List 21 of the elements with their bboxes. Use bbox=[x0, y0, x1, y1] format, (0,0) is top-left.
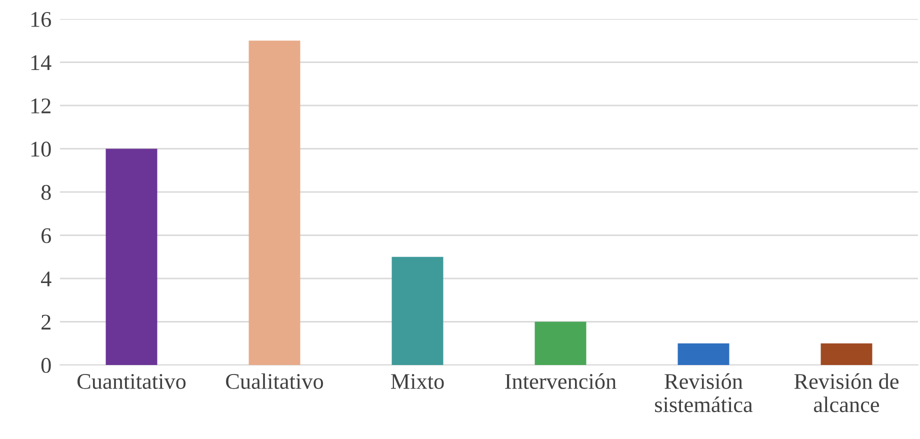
x-tick-label: Revisión sistemática bbox=[655, 373, 753, 412]
y-tick-label: 6 bbox=[42, 228, 52, 244]
x-tick-label: Cuantitativo bbox=[77, 374, 186, 389]
y-tick-label: 12 bbox=[31, 98, 50, 114]
y-tick-label: 0 bbox=[41, 358, 51, 373]
x-tick-label: Intervención bbox=[505, 373, 616, 389]
bar bbox=[392, 256, 444, 365]
bar bbox=[678, 343, 730, 365]
bar bbox=[248, 40, 300, 365]
bar bbox=[106, 148, 158, 365]
x-tick-label: Revisión de alcance bbox=[794, 373, 898, 412]
y-tick-label: 4 bbox=[40, 272, 52, 286]
y-tick-label: 10 bbox=[31, 142, 51, 157]
x-tick-label: Cualitativo bbox=[226, 373, 324, 389]
bar bbox=[820, 343, 872, 365]
bar bbox=[534, 322, 586, 365]
y-tick-label: 8 bbox=[41, 184, 51, 200]
y-tick-label: 2 bbox=[42, 314, 50, 330]
y-tick-label: 16 bbox=[31, 12, 52, 27]
x-tick-label: Mixto bbox=[390, 374, 444, 389]
y-tick-label: 14 bbox=[31, 55, 52, 70]
